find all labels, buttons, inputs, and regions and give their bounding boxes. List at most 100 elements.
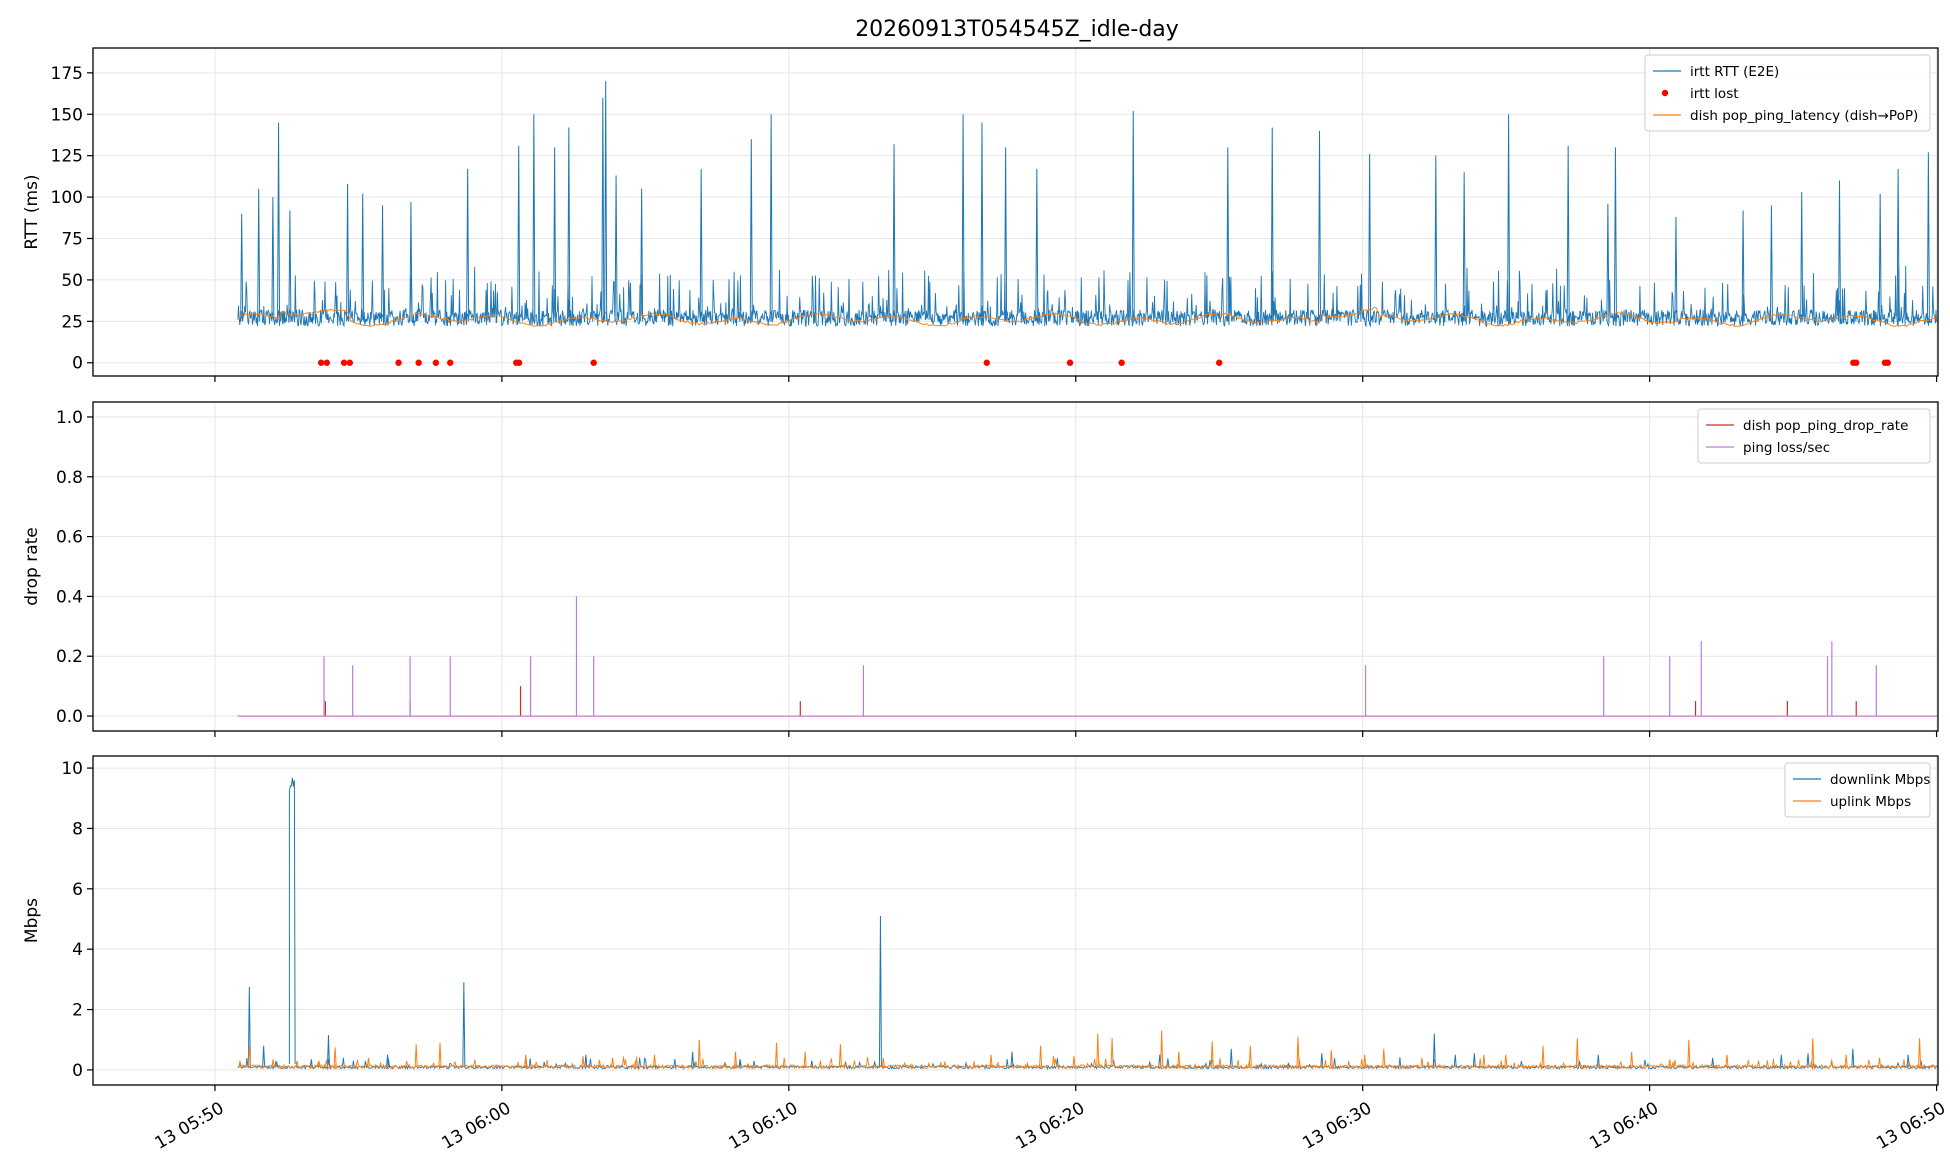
y-tick-label: 10 xyxy=(61,759,83,779)
ping-loss-sec-line xyxy=(237,596,1938,717)
lost-point xyxy=(323,359,331,366)
y-tick-label: 125 xyxy=(51,147,83,167)
spike xyxy=(346,183,350,322)
axes-frame xyxy=(92,47,1939,377)
spike xyxy=(1725,1054,1729,1067)
legend-box xyxy=(1644,54,1931,132)
lost-point xyxy=(317,359,325,366)
panel-1: 0 25 50 75 100 125 150 175 RTT (ms) irtt RTT (E2E… xyxy=(22,47,1939,382)
spike xyxy=(1800,192,1804,322)
spike xyxy=(386,1054,390,1067)
spike xyxy=(633,1060,637,1067)
spike xyxy=(1472,1053,1476,1067)
lost-point xyxy=(432,359,440,366)
spike xyxy=(1566,145,1570,322)
spike xyxy=(1811,1038,1815,1067)
spike xyxy=(1035,168,1039,322)
spike xyxy=(1229,1048,1233,1067)
y-tick-label: 100 xyxy=(51,188,83,208)
spike xyxy=(1878,193,1882,322)
chart-title: 20260913T054545Z_idle-day xyxy=(855,17,1179,42)
spike xyxy=(581,1056,585,1067)
spike xyxy=(1318,130,1322,322)
spike xyxy=(1541,1045,1545,1067)
spike xyxy=(769,114,773,322)
spike xyxy=(262,1045,266,1067)
spike xyxy=(1687,1039,1691,1067)
spike xyxy=(326,1035,330,1067)
spike xyxy=(1363,1054,1367,1067)
spike xyxy=(1248,1045,1252,1067)
legend-box xyxy=(1784,762,1931,818)
spike xyxy=(881,1057,885,1067)
spike xyxy=(1779,1054,1783,1067)
legend-label: downlink Mbps xyxy=(1830,772,1930,788)
spike xyxy=(1613,147,1617,322)
spike xyxy=(611,1057,615,1067)
spike xyxy=(878,915,882,1067)
spike xyxy=(1462,172,1466,322)
spike xyxy=(466,168,470,322)
legend-label: uplink Mbps xyxy=(1830,794,1911,810)
spike xyxy=(1131,110,1135,322)
spike xyxy=(1039,1045,1043,1067)
spike xyxy=(653,1054,656,1067)
spike xyxy=(1004,147,1008,322)
spike xyxy=(601,97,605,322)
spike xyxy=(1606,203,1610,322)
spike xyxy=(1769,205,1773,322)
spike xyxy=(1507,114,1511,322)
lost-point xyxy=(1216,359,1223,366)
spike xyxy=(980,122,984,322)
spike xyxy=(1482,1054,1486,1067)
lost-point xyxy=(1853,359,1860,366)
y-tick-label: 0.8 xyxy=(56,468,83,488)
lost-point xyxy=(1066,359,1074,366)
legend-box xyxy=(1697,408,1931,464)
burst xyxy=(288,777,296,1064)
legend-label: dish pop_ping_drop_rate xyxy=(1743,418,1908,434)
spike xyxy=(1110,1038,1114,1067)
irtt-rtt-e2e-spikes xyxy=(240,81,1930,322)
spike xyxy=(810,1060,814,1067)
spike xyxy=(1504,1054,1508,1067)
spike xyxy=(247,1045,251,1067)
y-tick-label: 2 xyxy=(72,1001,83,1021)
lost-point xyxy=(983,359,991,366)
y-tick-label: 4 xyxy=(72,940,83,960)
lost-point xyxy=(447,359,454,366)
spike xyxy=(1072,1056,1076,1067)
plot-area xyxy=(237,777,1938,1071)
spike xyxy=(567,127,571,322)
spike xyxy=(1434,155,1438,322)
y-tick-label: 0 xyxy=(72,354,83,374)
spike xyxy=(309,1059,313,1067)
downlink-mbps-line xyxy=(237,1057,1938,1071)
spike xyxy=(288,210,292,322)
spike xyxy=(1674,216,1678,322)
y-axis-label: Mbps xyxy=(22,898,42,943)
y-tick-label: 25 xyxy=(61,312,83,332)
y-axis-label: RTT (ms) xyxy=(22,174,42,249)
spike xyxy=(361,193,365,322)
lost-point xyxy=(346,359,354,366)
y-tick-label: 6 xyxy=(72,880,83,900)
spike xyxy=(1382,1048,1386,1067)
spike xyxy=(271,1059,275,1067)
spike xyxy=(240,213,244,322)
spike xyxy=(333,1047,337,1067)
spike xyxy=(414,1044,418,1067)
y-tick-label: 0.4 xyxy=(56,587,83,607)
legend: irtt RTT (E2E) irtt lost dish pop_ping_lat… xyxy=(1644,54,1931,132)
lost-point xyxy=(395,359,402,366)
spike xyxy=(409,202,413,322)
spike xyxy=(1741,210,1745,322)
y-tick-label: 0.2 xyxy=(56,647,83,667)
dish-pop-ping-latency-dish-pop-line xyxy=(237,306,1938,328)
plot-area xyxy=(237,596,1938,717)
legend: downlink Mbps uplink Mbps xyxy=(1784,762,1931,818)
y-tick-label: 175 xyxy=(51,64,83,84)
spike xyxy=(317,1060,321,1067)
spike xyxy=(1160,1030,1164,1067)
